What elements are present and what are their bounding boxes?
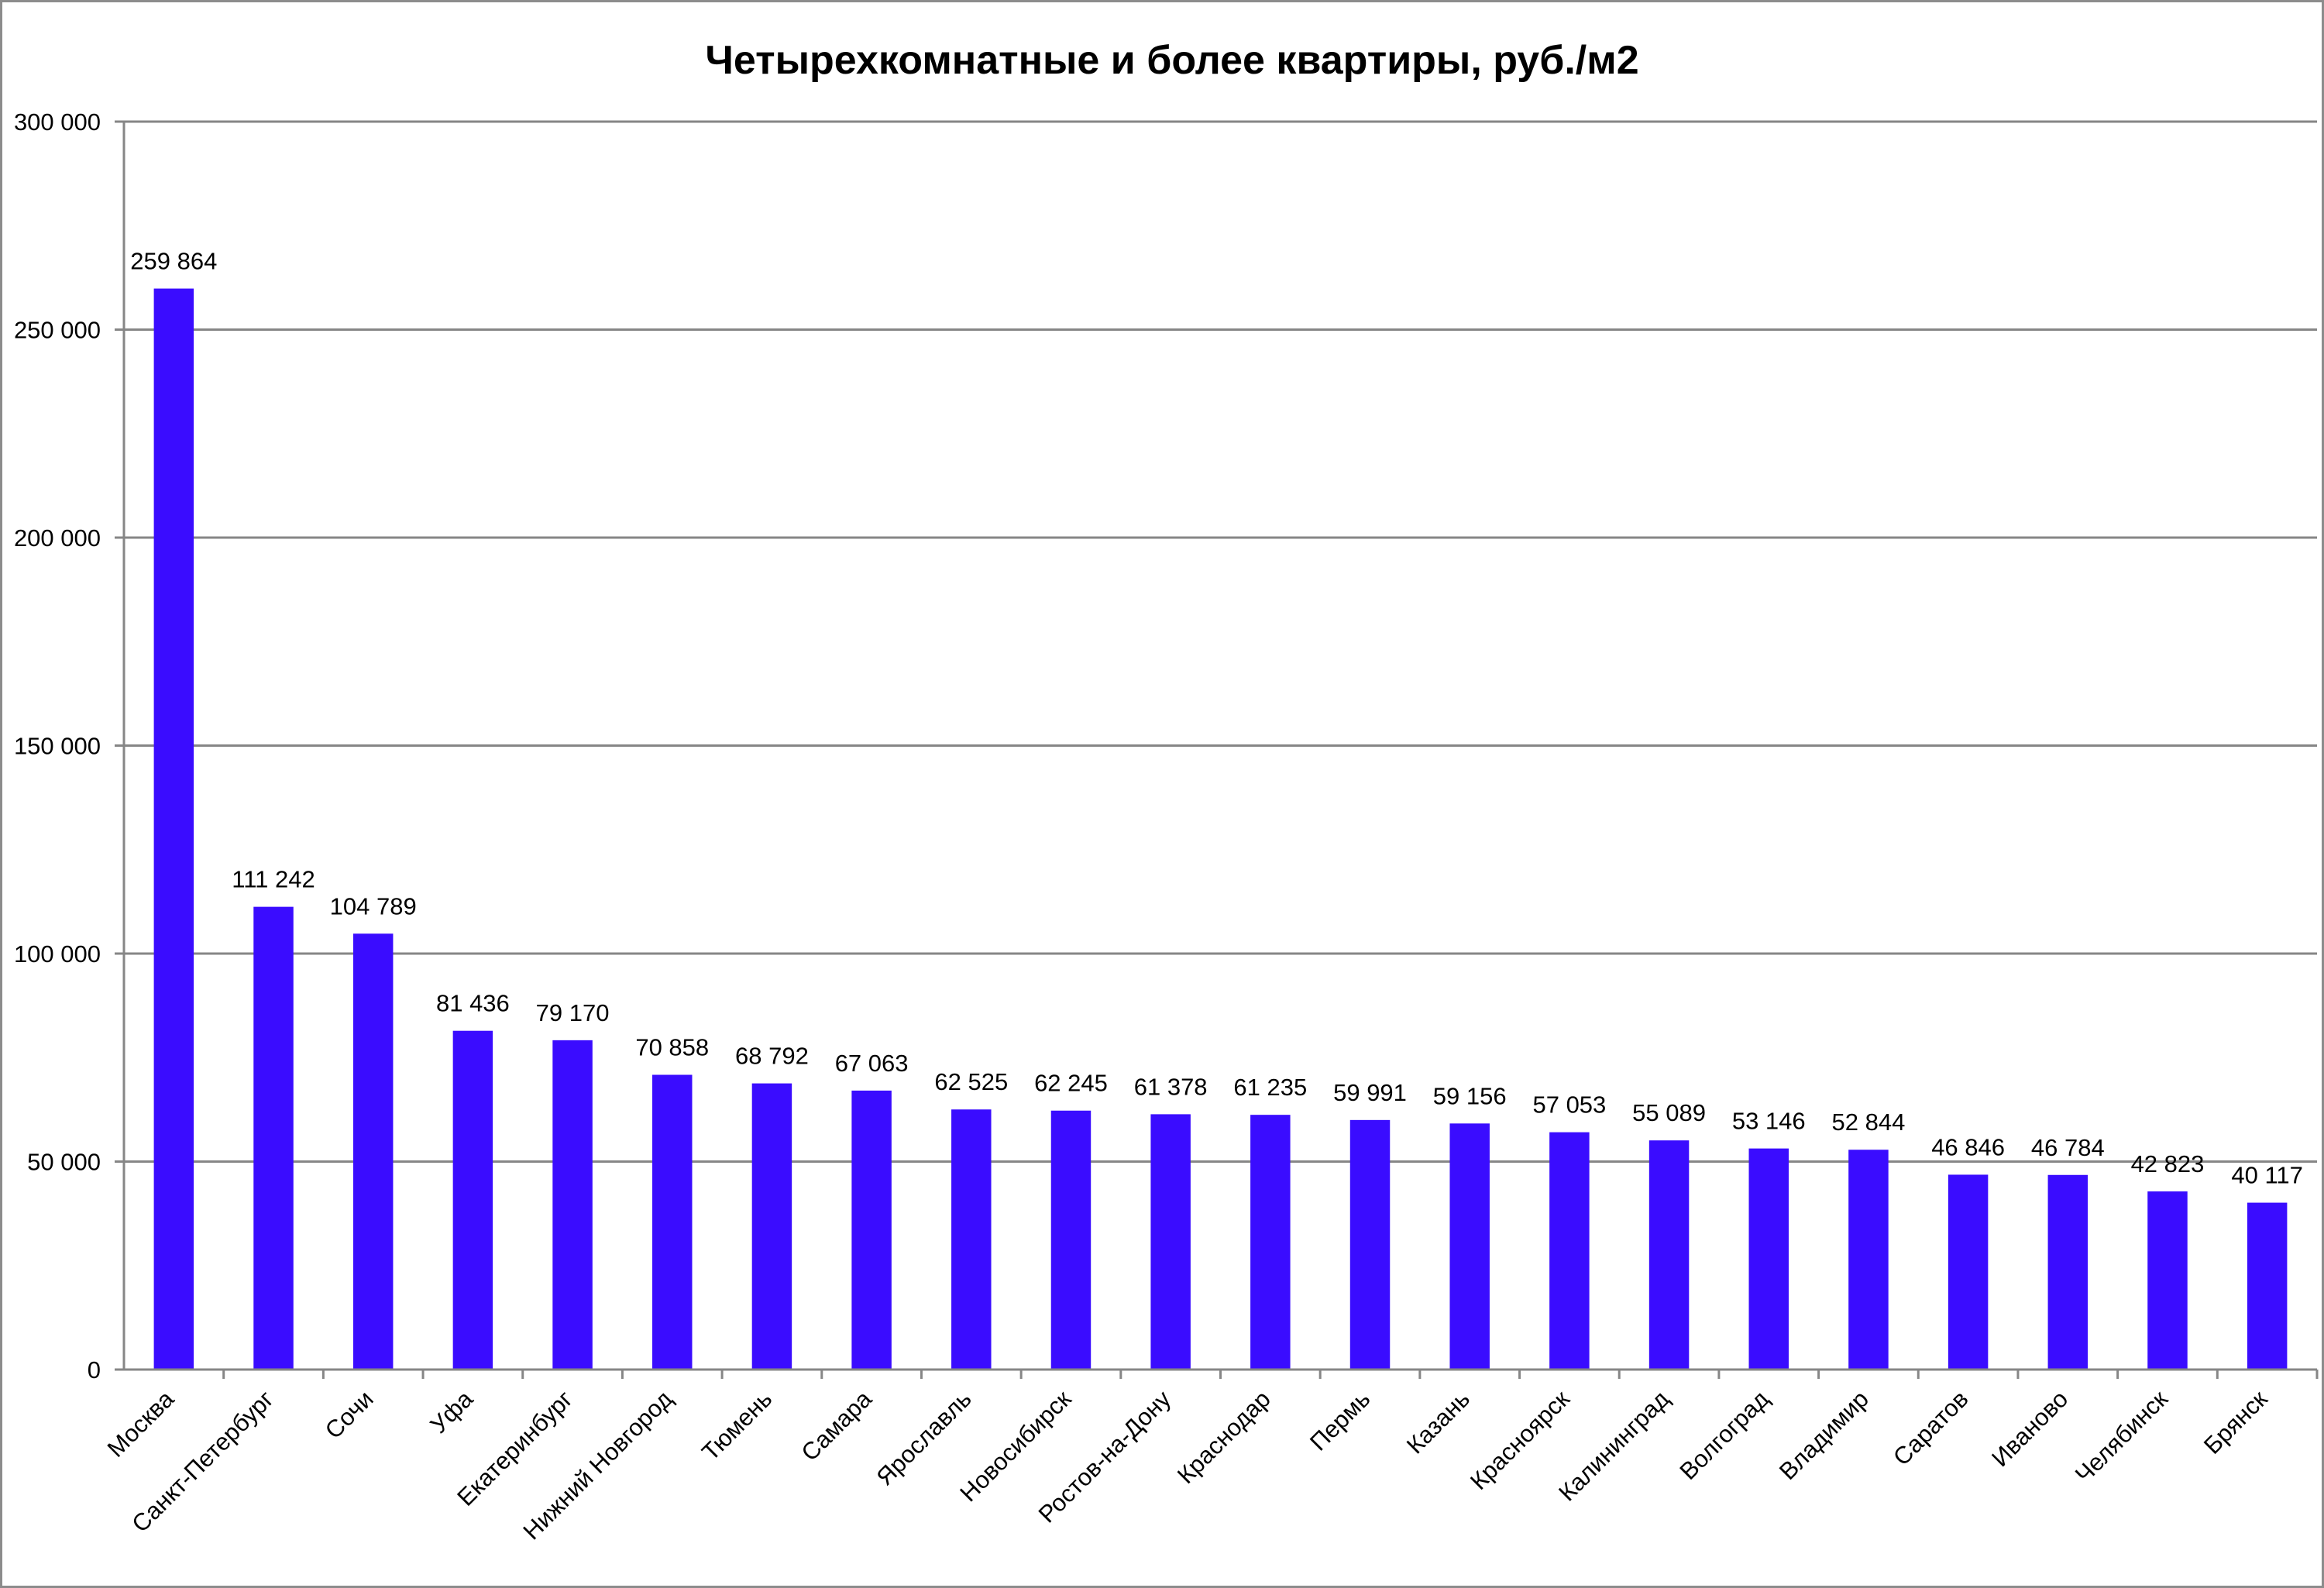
bar: [1050, 1110, 1092, 1370]
category-label: Сочи: [320, 1385, 379, 1444]
y-tick-label: 300 000: [14, 108, 101, 136]
bar: [452, 1030, 493, 1370]
bar: [1748, 1148, 1789, 1370]
bar: [153, 288, 194, 1370]
y-tick-label: 250 000: [14, 317, 101, 344]
category-label: Челябинск: [2070, 1385, 2173, 1488]
data-labels: 259 864 111 242 104 789 81 436 79 170 70 858 6…: [130, 248, 2303, 1189]
bar: [253, 906, 294, 1370]
category-label: Саратов: [1888, 1385, 1974, 1471]
bar: [1948, 1174, 1989, 1370]
category-label: Тюмень: [696, 1385, 777, 1466]
bar: [1549, 1132, 1590, 1370]
data-label: 40 117: [2231, 1162, 2303, 1189]
chart-title: Четырехкомнатные и более квартиры, руб./…: [705, 38, 1638, 83]
data-label: 104 789: [330, 892, 417, 919]
gridlines: [124, 120, 2317, 1163]
bar: [2147, 1191, 2188, 1370]
bar: [1648, 1140, 1690, 1370]
y-tick-label: 50 000: [27, 1149, 101, 1176]
data-label: 42 823: [2131, 1150, 2205, 1177]
bar: [652, 1074, 693, 1370]
category-label: Казань: [1401, 1385, 1475, 1459]
bar: [552, 1040, 593, 1370]
bar: [1449, 1123, 1490, 1370]
category-label: Волгоград: [1674, 1385, 1774, 1485]
category-label: Иваново: [1986, 1385, 2073, 1472]
data-label: 55 089: [1632, 1099, 1706, 1126]
category-label: Уфа: [425, 1385, 478, 1438]
y-tick-label: 150 000: [14, 733, 101, 760]
category-label: Ярославль: [871, 1385, 976, 1490]
bar: [2047, 1174, 2089, 1370]
data-label: 46 784: [2031, 1134, 2105, 1161]
bar: [951, 1109, 992, 1370]
data-label: 59 991: [1333, 1079, 1407, 1106]
bar: [1250, 1115, 1291, 1370]
data-label: 57 053: [1532, 1091, 1606, 1119]
data-label: 61 378: [1134, 1073, 1208, 1100]
data-label: 81 436: [436, 990, 510, 1017]
y-axis-tick-labels: 0 50 000 100 000 150 000 200 000 250 000 300 0…: [14, 108, 101, 1383]
bars: [153, 288, 2288, 1370]
data-label: 79 170: [536, 999, 610, 1026]
category-label: Пермь: [1305, 1385, 1375, 1456]
y-tick-label: 0: [88, 1356, 101, 1383]
category-label: Владимир: [1774, 1385, 1874, 1485]
category-label: Брянск: [2199, 1385, 2273, 1459]
y-tick-label: 100 000: [14, 940, 101, 968]
axes: [115, 120, 2319, 1379]
data-label: 68 792: [735, 1043, 809, 1070]
category-label: Самара: [796, 1385, 877, 1466]
data-label: 59 156: [1433, 1082, 1507, 1109]
category-label: Москва: [102, 1385, 180, 1463]
bar: [352, 933, 394, 1370]
data-label: 111 242: [232, 866, 315, 893]
data-label: 62 245: [1034, 1070, 1108, 1097]
bar: [2247, 1202, 2288, 1370]
data-label: 67 063: [835, 1050, 909, 1077]
data-label: 62 525: [934, 1068, 1008, 1095]
data-label: 61 235: [1233, 1074, 1307, 1101]
data-label: 70 858: [635, 1033, 709, 1060]
category-label: Краснодар: [1172, 1385, 1276, 1489]
bar: [1349, 1119, 1391, 1370]
bar: [1150, 1114, 1191, 1370]
y-tick-label: 200 000: [14, 524, 101, 552]
bar: [851, 1090, 892, 1370]
data-label: 52 844: [1832, 1109, 1906, 1136]
data-label: 46 846: [1931, 1133, 2005, 1160]
data-label: 53 146: [1732, 1108, 1806, 1135]
category-label: Красноярск: [1465, 1385, 1575, 1495]
bar: [1848, 1150, 1889, 1370]
bar: [751, 1083, 792, 1370]
data-label: 259 864: [130, 248, 217, 275]
